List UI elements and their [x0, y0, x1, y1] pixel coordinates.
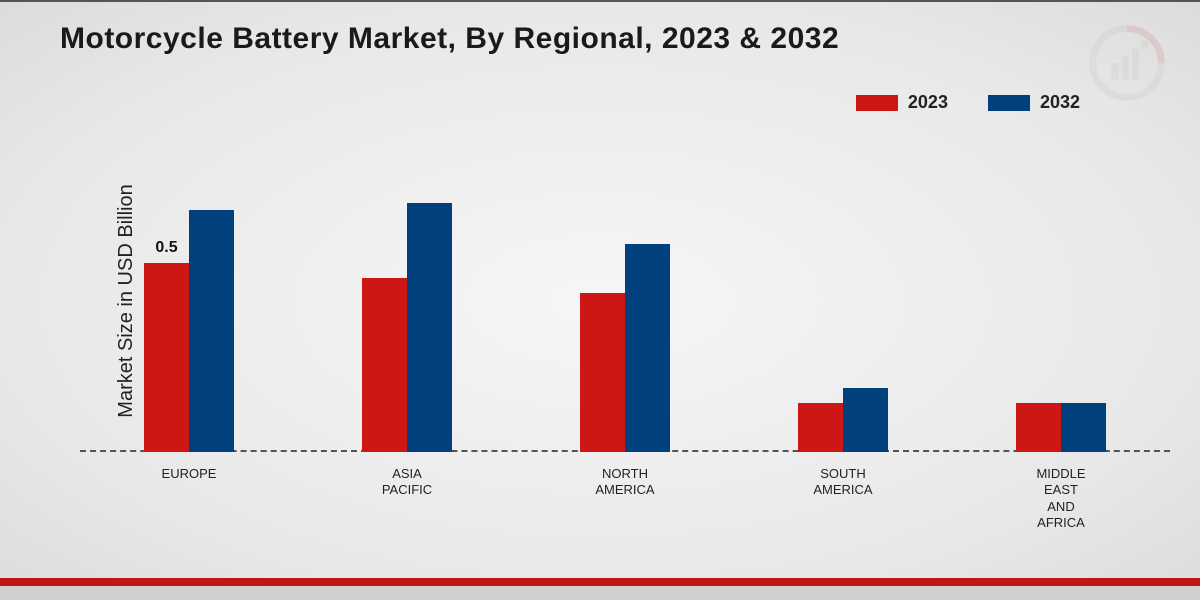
footer-red-stripe — [0, 578, 1200, 586]
footer-gray-stripe — [0, 586, 1200, 600]
footer-band — [0, 578, 1200, 600]
legend-item-2032: 2032 — [988, 92, 1080, 113]
brand-logo-icon — [1084, 20, 1170, 106]
bar — [798, 403, 843, 452]
chart-title: Motorcycle Battery Market, By Regional, … — [60, 22, 839, 56]
x-axis-label: ASIAPACIFIC — [362, 460, 452, 522]
bar-group: 0.5 — [144, 210, 234, 452]
bar-value-label: 0.5 — [155, 239, 177, 257]
legend: 2023 2032 — [856, 92, 1080, 113]
bar — [189, 210, 234, 452]
x-axis-label: NORTHAMERICA — [580, 460, 670, 522]
x-axis-label: SOUTHAMERICA — [798, 460, 888, 522]
bar-group — [580, 244, 670, 452]
x-axis-labels: EUROPE ASIAPACIFIC NORTHAMERICA SOUTHAMERIC… — [80, 460, 1170, 522]
bar: 0.5 — [144, 263, 189, 452]
bar — [1016, 403, 1061, 452]
bar — [580, 293, 625, 452]
bar-groups: 0.5 — [80, 142, 1170, 452]
legend-item-2023: 2023 — [856, 92, 948, 113]
bar-group — [798, 388, 888, 452]
legend-label-2032: 2032 — [1040, 92, 1080, 113]
bar — [362, 278, 407, 452]
chart-page: Motorcycle Battery Market, By Regional, … — [0, 0, 1200, 600]
legend-swatch-2023 — [856, 95, 898, 111]
bar — [843, 388, 888, 452]
bar — [625, 244, 670, 452]
bar — [1061, 403, 1106, 452]
bar — [407, 203, 452, 453]
bar-group — [1016, 403, 1106, 452]
bar-group — [362, 203, 452, 453]
plot-area: 0.5 EUROPE ASIAPACIFIC NORTHAMERICA SOUTHAM… — [80, 142, 1170, 522]
legend-label-2023: 2023 — [908, 92, 948, 113]
x-axis-label: EUROPE — [144, 460, 234, 522]
x-axis-label: MIDDLEEASTANDAFRICA — [1016, 460, 1106, 522]
legend-swatch-2032 — [988, 95, 1030, 111]
